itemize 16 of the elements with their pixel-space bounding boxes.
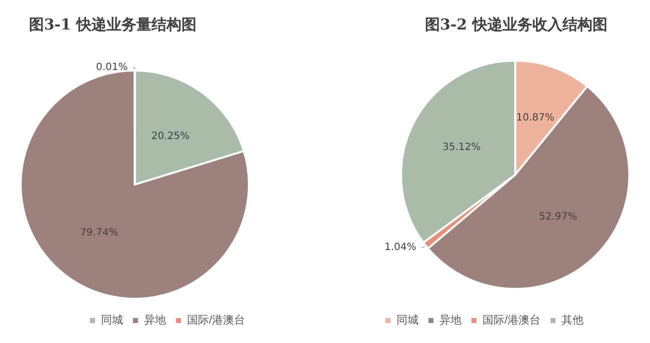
legend-label: 异地 <box>439 314 462 326</box>
data-label: 0.01% <box>96 62 128 73</box>
chart-title: 图3-2 快递业务收入结构图 <box>425 16 608 34</box>
data-label: 20.25% <box>151 130 190 142</box>
legend-label: 国际/港澳台 <box>482 314 541 326</box>
data-label: 79.74% <box>80 227 118 238</box>
legend-label: 同城 <box>396 314 418 326</box>
data-label: 52.97% <box>538 211 578 222</box>
legend-label: 其他 <box>562 314 584 326</box>
data-label: 1.04% <box>384 242 416 253</box>
data-label: 10.87% <box>516 112 554 124</box>
legend-label: 同城 <box>100 314 123 326</box>
data-label: 35.12% <box>442 142 481 154</box>
chart-title: 图3-1 快递业务量结构图 <box>29 16 196 34</box>
legend-label: 国际/港澳台 <box>186 314 246 326</box>
legend-label: 异地 <box>144 314 166 326</box>
